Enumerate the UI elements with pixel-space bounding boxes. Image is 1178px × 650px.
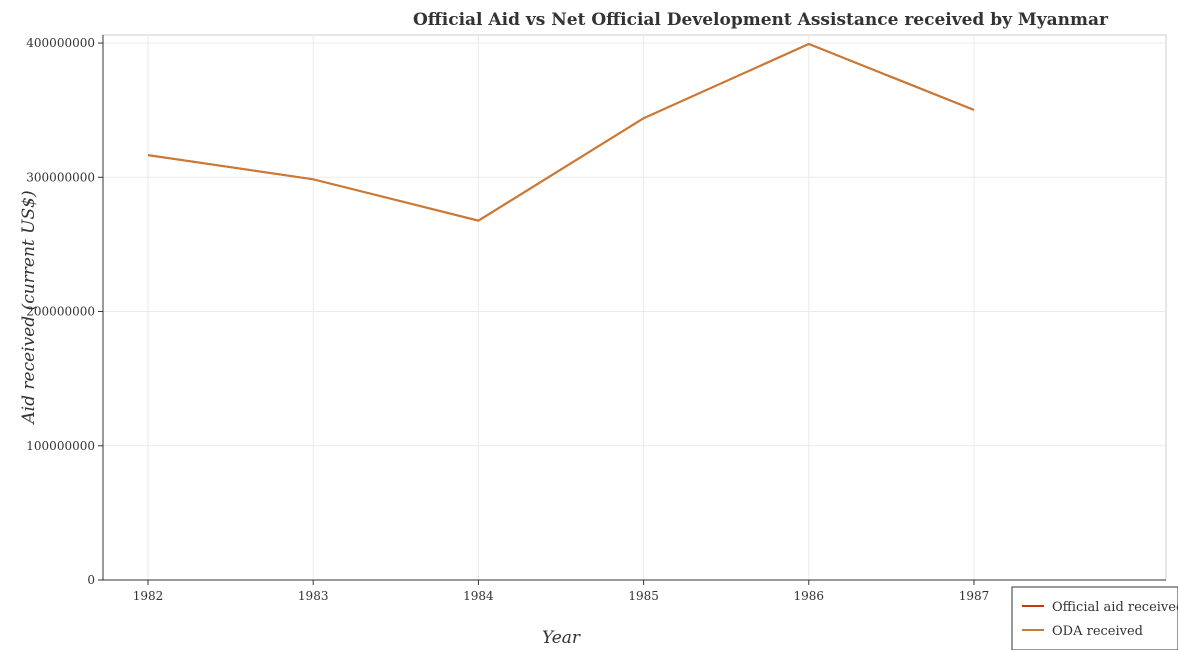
x-tick-label: 1986 xyxy=(794,589,825,603)
legend-label-oda: ODA received xyxy=(1052,624,1143,639)
x-tick-label: 1984 xyxy=(463,589,494,603)
y-tick-label: 300000000 xyxy=(26,170,95,184)
axes xyxy=(98,35,1166,585)
series-line-official-aid xyxy=(147,42,975,222)
legend: Official aid received ODA received xyxy=(1011,586,1178,650)
series-lines xyxy=(147,42,975,222)
x-tick-label: 1985 xyxy=(628,589,659,603)
legend-box xyxy=(1011,586,1178,650)
x-tick-label: 1983 xyxy=(298,589,329,603)
grid-lines xyxy=(103,35,1166,581)
y-axis-label: Aid received (current US$) xyxy=(19,190,39,425)
x-tick-label: 1982 xyxy=(133,589,164,603)
legend-label-official-aid: Official aid received xyxy=(1052,600,1178,615)
y-tick-label: 200000000 xyxy=(26,305,95,319)
y-tick-label: 0 xyxy=(87,573,95,587)
series-line-oda xyxy=(147,42,975,222)
x-axis-label: Year xyxy=(542,628,581,648)
plot-area xyxy=(102,34,1167,581)
x-tick-label: 1987 xyxy=(959,589,990,603)
y-tick-label: 400000000 xyxy=(26,36,95,50)
chart-title: Official Aid vs Net Official Development… xyxy=(413,10,1109,30)
tick-labels: 0 100000000 200000000 300000000 400000000 198… xyxy=(26,36,989,603)
y-tick-label: 100000000 xyxy=(26,439,95,453)
